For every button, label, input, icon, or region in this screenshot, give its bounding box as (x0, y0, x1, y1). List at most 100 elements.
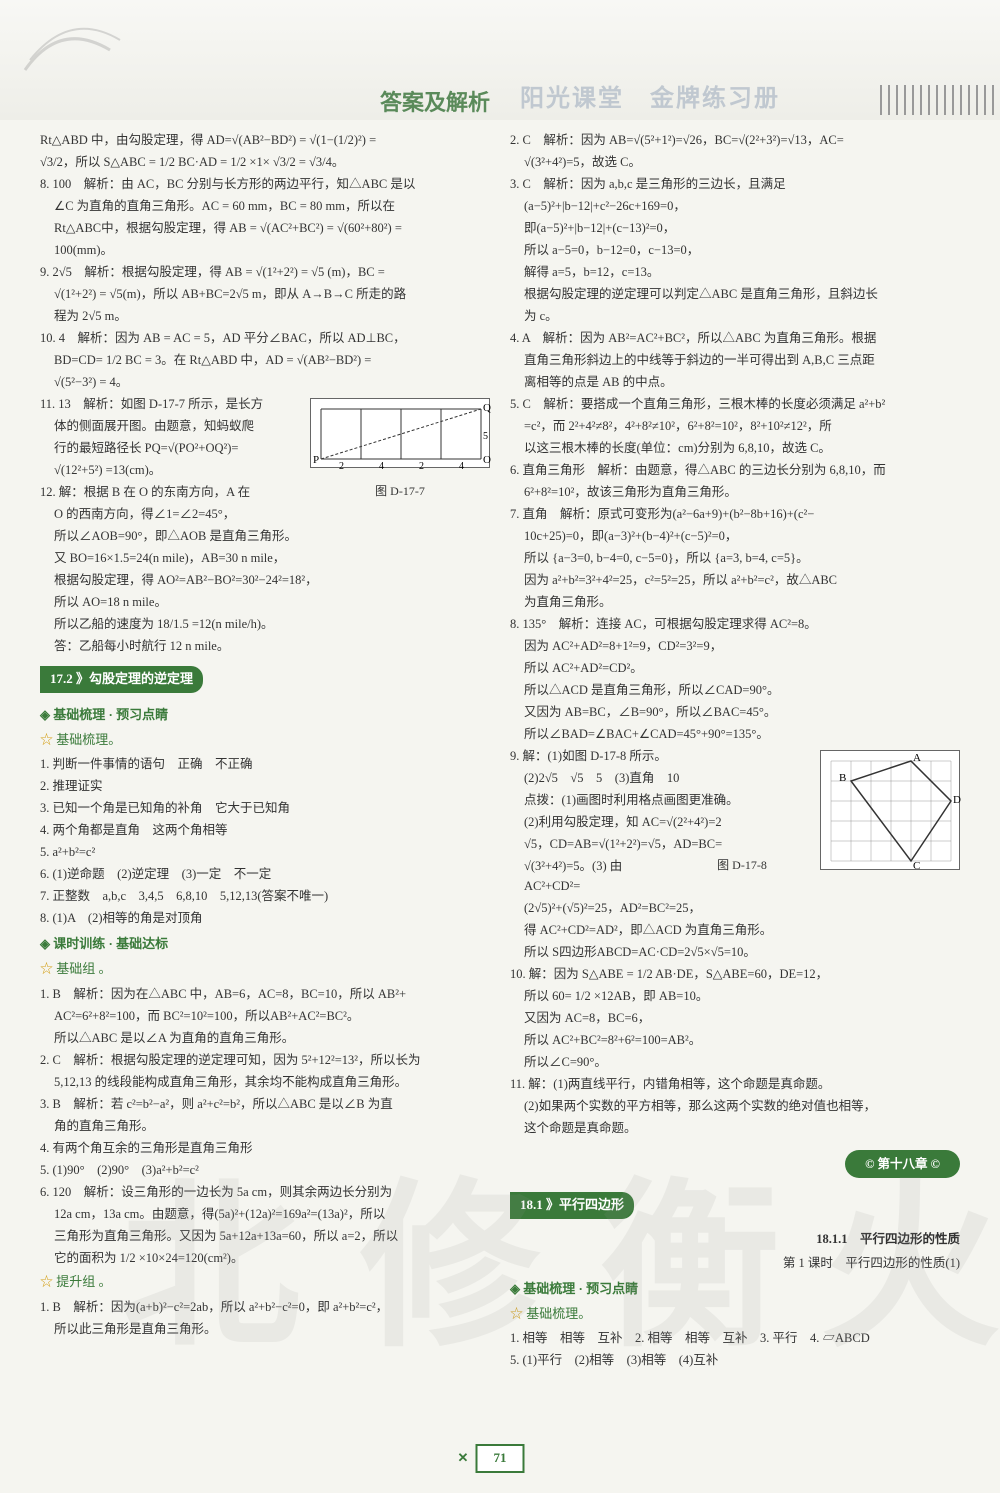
text-line: 4. 两个角都是直角 这两个角相等 (40, 820, 490, 840)
text-line: =c²，而 2²+4²≠8²，4²+8²≠10²，6²+8²=10²，8²+10… (510, 416, 960, 436)
text-line: 2. C 解析：因为 AB=√(5²+1²)=√26，BC=√(2²+3²)=√… (510, 130, 960, 150)
diagram-caption: 图 D-17-7 (310, 482, 490, 501)
text-line: 10. 4 解析：因为 AB = AC = 5，AD 平分∠BAC，所以 AD⊥… (40, 328, 490, 348)
diagram-17-8: A B C D (820, 750, 960, 870)
text-line: 三角形为直角三角形。又因为 5a+12a+13a=60，所以 a=2，所以 (40, 1226, 490, 1246)
section-18-1-header: 18.1 》平行四边形 (510, 1192, 634, 1219)
chapter-18-header: © 第十八章 © (845, 1150, 960, 1178)
text-line: 所以 a−5=0，b−12=0，c−13=0， (510, 240, 960, 260)
sub-header: ◈ 基础梳理 · 预习点睛 (40, 705, 490, 726)
svg-text:2: 2 (339, 461, 344, 469)
svg-text:P: P (313, 454, 319, 466)
text-line: 11. 解：(1)两直线平行，内错角相等，这个命题是真命题。 (510, 1074, 960, 1094)
text-line: 离相等的点是 AB 的中点。 (510, 372, 960, 392)
sub-header: ◈ 基础梳理 · 预习点睛 (510, 1279, 960, 1300)
text-line: 5. (1)平行 (2)相等 (3)相等 (4)互补 (510, 1350, 960, 1370)
text-line: (2)如果两个实数的平方相等，那么这两个实数的绝对值也相等， (510, 1096, 960, 1116)
text-line: 7. 正整数 a,b,c 3,4,5 6,8,10 5,12,13(答案不唯一) (40, 886, 490, 906)
text-line: 为直角三角形。 (510, 592, 960, 612)
header-stripes (880, 85, 1000, 115)
svg-text:Q: Q (483, 402, 491, 414)
text-line: 1. 判断一件事情的语句 正确 不正确 (40, 754, 490, 774)
text-line: 所以 60= 1/2 ×12AB，即 AB=10。 (510, 986, 960, 1006)
text-line: 又因为 AB=BC，∠B=90°，所以∠BAC=45°。 (510, 702, 960, 722)
svg-text:O: O (483, 454, 491, 466)
sub-header: ◈ 课时训练 · 基础达标 (40, 934, 490, 955)
text-line: 所以△ABC 是以∠A 为直角的直角三角形。 (40, 1028, 490, 1048)
text-line: 所以 {a−3=0, b−4=0, c−5=0}，所以 {a=3, b=4, c… (510, 548, 960, 568)
text-line: 得 AC²+CD²=AD²，即△ACD 为直角三角形。 (510, 920, 960, 940)
text-line: 6. 120 解析：设三角形的一边长为 5a cm，则其余两边长分别为 (40, 1182, 490, 1202)
text-line: 这个命题是真命题。 (510, 1118, 960, 1138)
text-line: 所以∠AOB=90°，即△AOB 是直角三角形。 (40, 526, 490, 546)
text-line: 8. 135° 解析：连接 AC，可根据勾股定理求得 AC²=8。 (510, 614, 960, 634)
svg-text:4: 4 (379, 461, 384, 469)
text-line: 2. C 解析：根据勾股定理的逆定理可知，因为 5²+12²=13²，所以长为 (40, 1050, 490, 1070)
text-line: 以这三根木棒的长度(单位：cm)分别为 6,8,10，故选 C。 (510, 438, 960, 458)
text-line: 所以 AO=18 n mile。 (40, 592, 490, 612)
text-line: 所以 AC²+AD²=CD²。 (510, 658, 960, 678)
text-line: 6. 直角三角形 解析：由题意，得△ABC 的三边长分别为 6,8,10，而 (510, 460, 960, 480)
svg-text:2: 2 (419, 461, 424, 469)
corner-decoration (20, 0, 140, 80)
text-line: 所以 AC²+BC²=8²+6²=100=AB²。 (510, 1030, 960, 1050)
text-line: 5. C 解析：要搭成一个直角三角形，三根木棒的长度必须满足 a²+b² (510, 394, 960, 414)
text-line: 所以∠BAD=∠BAC+∠CAD=45°+90°=135°。 (510, 724, 960, 744)
text-line: 5. a²+b²=c² (40, 842, 490, 862)
text-line: 100(mm)。 (40, 240, 490, 260)
group-label: 基础梳理。 (40, 730, 490, 751)
text-line: Rt△ABD 中，由勾股定理，得 AD=√(AB²−BD²) = √(1−(1/… (40, 130, 490, 150)
text-line: BD=CD= 1/2 BC = 3。在 Rt△ABD 中，AD = √(AB²−… (40, 350, 490, 370)
text-line: 6. (1)逆命题 (2)逆定理 (3)一定 不一定 (40, 864, 490, 884)
text-line: 1. B 解析：因为(a+b)²−c²=2ab，所以 a²+b²−c²=0，即 … (40, 1297, 490, 1317)
text-line: 10c+25)=0，即(a−3)²+(b−4)²+(c−5)²=0， (510, 526, 960, 546)
text-line: 它的面积为 1/2 ×10×24=120(cm²)。 (40, 1248, 490, 1268)
text-line: 9. 2√5 解析：根据勾股定理，得 AB = √(1²+2²) = √5 (m… (40, 262, 490, 282)
text-line: 因为 a²+b²=3²+4²=25，c²=5²=25，所以 a²+b²=c²，故… (510, 570, 960, 590)
diagram-17-7: P Q O 5 2 4 2 4 (310, 398, 490, 468)
text-line: 10. 解：因为 S△ABE = 1/2 AB·DE，S△ABE=60，DE=1… (510, 964, 960, 984)
text-line: 8. 100 解析：由 AC，BC 分别与长方形的两边平行，知△ABC 是以 (40, 174, 490, 194)
text-line: 1. B 解析：因为在△ABC 中，AB=6，AC=8，BC=10，所以 AB²… (40, 984, 490, 1004)
text-line: 为 c。 (510, 306, 960, 326)
text-line: 根据勾股定理的逆定理可以判定△ABC 是直角三角形，且斜边长 (510, 284, 960, 304)
text-line: O 的西南方向，得∠1=∠2=45°， (40, 504, 490, 524)
text-line: 3. B 解析：若 c²=b²−a²，则 a²+c²=b²，所以△ABC 是以∠… (40, 1094, 490, 1114)
svg-text:5: 5 (483, 431, 488, 442)
left-column: Rt△ABD 中，由勾股定理，得 AD=√(AB²−BD²) = √(1−(1/… (40, 130, 490, 1372)
text-line: 4. A 解析：因为 AB²=AC²+BC²，所以△ABC 为直角三角形。根据 (510, 328, 960, 348)
text-line: 5,12,13 的线段能构成直角三角形，其余均不能构成直角三角形。 (40, 1072, 490, 1092)
text-line: 所以△ACD 是直角三角形，所以∠CAD=90°。 (510, 680, 960, 700)
page-number: 71 (476, 1444, 525, 1473)
text-line: 所以 S四边形ABCD=AC·CD=2√5×√5=10。 (510, 942, 960, 962)
text-line: 6²+8²=10²，故该三角形为直角三角形。 (510, 482, 960, 502)
text-line: 解得 a=5，b=12，c=13。 (510, 262, 960, 282)
subsection-header: 18.1.1 平行四边形的性质 (510, 1229, 960, 1249)
book-title: 阳光课堂 金牌练习册 (520, 80, 780, 118)
svg-text:B: B (839, 772, 846, 784)
text-line: 12a cm，13a cm。由题意，得(5a)²+(12a)²=169a²=(1… (40, 1204, 490, 1224)
text-line: 程为 2√5 m。 (40, 306, 490, 326)
text-line: 3. 已知一个角是已知角的补角 它大于已知角 (40, 798, 490, 818)
text-line: 所以此三角形是直角三角形。 (40, 1319, 490, 1339)
text-line: ∠C 为直角的直角三角形。AC = 60 mm，BC = 80 mm，所以在 (40, 196, 490, 216)
text-line: √(3²+4²)=5，故选 C。 (510, 152, 960, 172)
svg-text:C: C (913, 860, 920, 871)
answers-title: 答案及解析 (380, 85, 490, 120)
text-line: 4. 有两个角互余的三角形是直角三角形 (40, 1138, 490, 1158)
text-line: 1. 相等 相等 互补 2. 相等 相等 互补 3. 平行 4. ▱ABCD (510, 1328, 960, 1348)
right-column: 2. C 解析：因为 AB=√(5²+1²)=√26，BC=√(2²+3²)=√… (510, 130, 960, 1372)
text-line: 即(a−5)²+|b−12|+(c−13)²=0， (510, 218, 960, 238)
text-line: (2√5)²+(√5)²=25，AD²=BC²=25， (510, 898, 960, 918)
text-line: 7. 直角 解析：原式可变形为(a²−6a+9)+(b²−8b+16)+(c²− (510, 504, 960, 524)
text-line: 又 BO=16×1.5=24(n mile)，AB=30 n mile， (40, 548, 490, 568)
main-content: Rt△ABD 中，由勾股定理，得 AD=√(AB²−BD²) = √(1−(1/… (0, 120, 1000, 1382)
text-line: √(1²+2²) = √5(m)，所以 AB+BC=2√5 m，即从 A→B→C… (40, 284, 490, 304)
text-line: 又因为 AC=8，BC=6， (510, 1008, 960, 1028)
section-17-2-header: 17.2 》勾股定理的逆定理 (40, 666, 203, 693)
group-label: 基础梳理。 (510, 1304, 960, 1325)
text-line: √(5²−3²) = 4。 (40, 372, 490, 392)
lesson-header: 第 1 课时 平行四边形的性质(1) (510, 1253, 960, 1273)
group-label: 基础组 。 (40, 959, 490, 980)
text-line: 直角三角形斜边上的中线等于斜边的一半可得出到 A,B,C 三点距 (510, 350, 960, 370)
